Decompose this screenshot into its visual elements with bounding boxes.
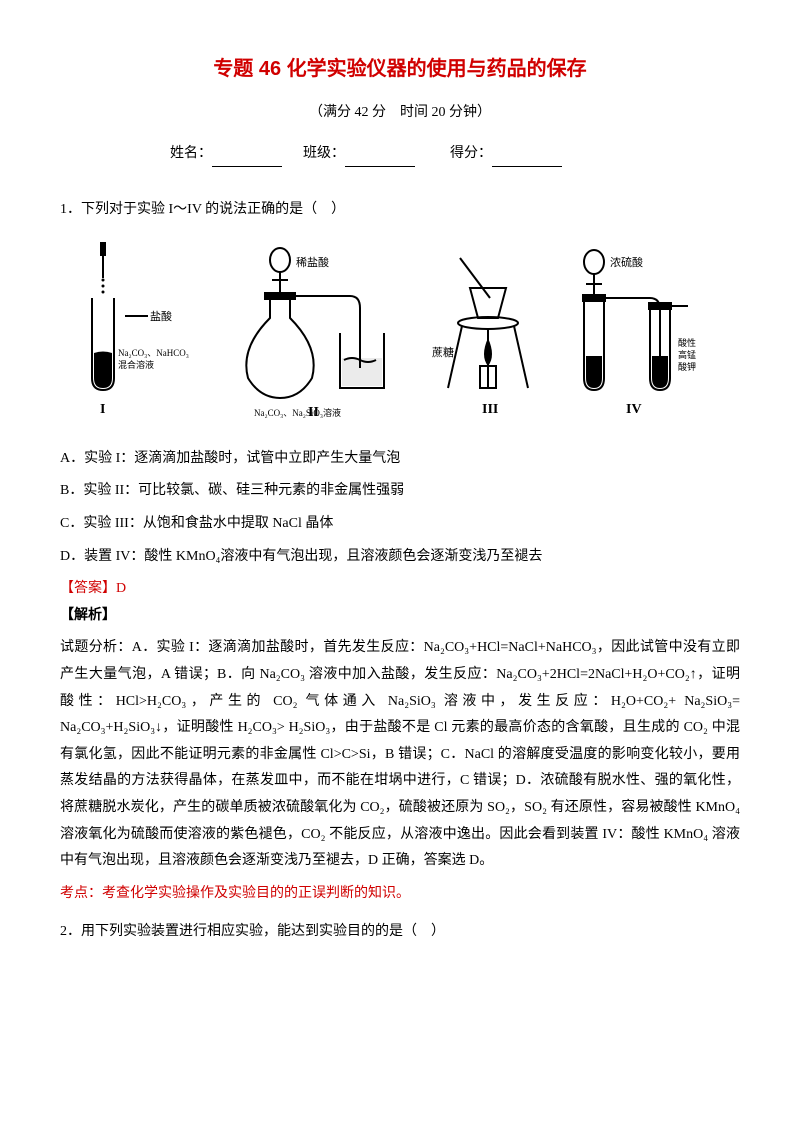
svg-text:酸钾: 酸钾 — [678, 361, 696, 372]
analysis-label: 【解析】 — [60, 603, 740, 630]
svg-text:酸性: 酸性 — [678, 337, 696, 348]
svg-text:稀盐酸: 稀盐酸 — [296, 255, 329, 269]
class-label: 班级： — [303, 146, 345, 161]
form-line: 姓名： 班级： 得分： — [170, 141, 740, 168]
name-label: 姓名： — [170, 146, 212, 161]
svg-text:I: I — [100, 402, 105, 417]
q1-optB: B．实验 II：可比较氯、碳、硅三种元素的非金属性强弱 — [60, 478, 740, 505]
score-label: 得分： — [450, 146, 492, 161]
q1-optC: C．实验 III：从饱和食盐水中提取 NaCl 晶体 — [60, 511, 740, 538]
q1-answer: D — [116, 581, 126, 596]
q1-optA: A．实验 I：逐滴滴加盐酸时，试管中立即产生大量气泡 — [60, 446, 740, 473]
svg-text:III: III — [482, 402, 498, 417]
svg-text:浓硫酸: 浓硫酸 — [610, 255, 643, 269]
name-blank[interactable] — [212, 152, 282, 167]
svg-text:Na₂CO₃、Na₂SiO₃溶液: Na₂CO₃、Na₂SiO₃溶液 — [254, 407, 341, 418]
q2-stem: 2．用下列实验装置进行相应实验，能达到实验目的的是（ ） — [60, 919, 740, 946]
page-title: 专题 46 化学实验仪器的使用与药品的保存 — [60, 50, 740, 88]
q1-kaodian: 考点：考查化学实验操作及实验目的的正误判断的知识。 — [60, 881, 740, 908]
answer-label: 【答案】 — [60, 581, 116, 596]
svg-text:II: II — [308, 405, 319, 420]
q1-analysis: 试题分析：A．实验 I：逐滴滴加盐酸时，首先发生反应：Na₂CO₃+HCl=Na… — [60, 635, 740, 874]
subtitle: （满分 42 分 时间 20 分钟） — [60, 100, 740, 127]
q1-answer-line: 【答案】D — [60, 576, 740, 603]
svg-text:IV: IV — [626, 402, 642, 417]
svg-text:蔗糖: 蔗糖 — [432, 345, 454, 359]
svg-text:混合溶液: 混合溶液 — [118, 359, 154, 370]
q1-stem: 1．下列对于实验 I～IV 的说法正确的是（ ） — [60, 197, 740, 224]
q1-optD: D．装置 IV：酸性 KMnO₄溶液中有气泡出现，且溶液颜色会逐渐变浅乃至褪去 — [60, 544, 740, 571]
score-blank[interactable] — [492, 152, 562, 167]
svg-text:Na₂CO₃、NaHCO₃: Na₂CO₃、NaHCO₃ — [118, 348, 189, 358]
svg-text:盐酸: 盐酸 — [150, 309, 172, 323]
svg-text:高锰: 高锰 — [678, 349, 696, 360]
q1-diagram: .s { stroke:#000; stroke-width:2; fill:n… — [60, 238, 740, 428]
class-blank[interactable] — [345, 152, 415, 167]
